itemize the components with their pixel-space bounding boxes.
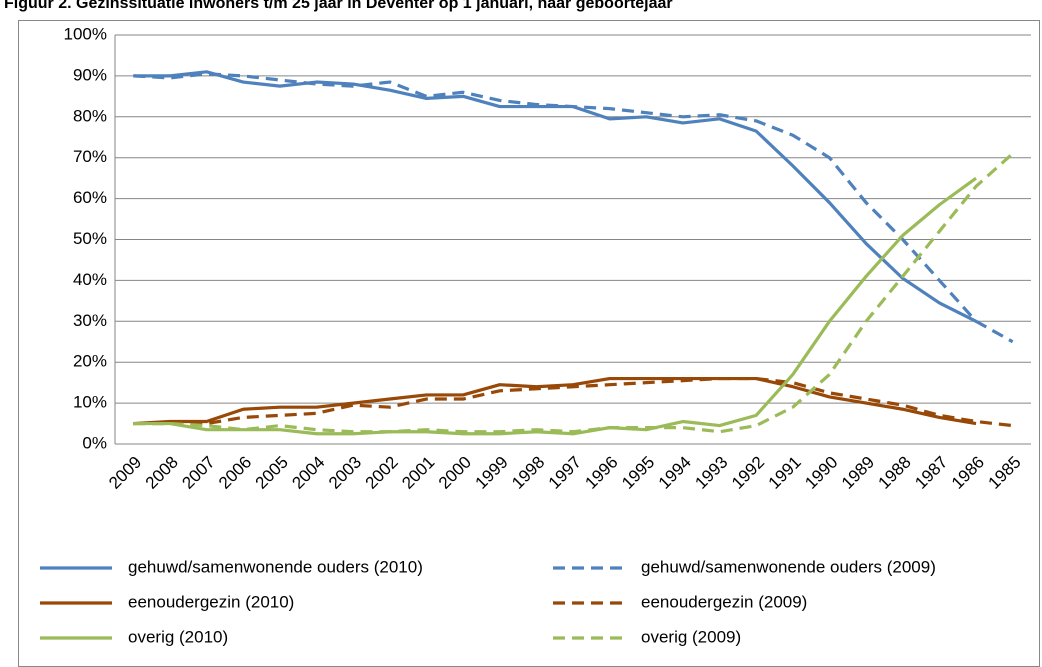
line-series — [133, 152, 1014, 434]
chart-frame — [18, 20, 1040, 667]
y-tick-label: 40% — [73, 270, 107, 289]
y-tick-label: 10% — [73, 393, 107, 412]
y-tick-label: 60% — [73, 188, 107, 207]
line-series — [133, 376, 1013, 428]
legend-label: gehuwd/samenwonende ouders (2010) — [128, 557, 423, 576]
line-series — [133, 176, 977, 436]
y-tick-label: 0% — [82, 433, 107, 452]
y-tick-label: 30% — [73, 311, 107, 330]
legend-label: eenoudergezin (2009) — [641, 592, 807, 611]
y-tick-label: 70% — [73, 147, 107, 166]
line-series — [133, 72, 1014, 344]
line-series — [133, 376, 977, 426]
y-tick-label: 20% — [73, 352, 107, 371]
y-tick-label: 90% — [73, 65, 107, 84]
legend-label: gehuwd/samenwonende ouders (2009) — [641, 557, 936, 576]
legend-label: eenoudergezin (2010) — [128, 592, 294, 611]
legend-label: overig (2010) — [128, 627, 228, 646]
y-tick-label: 80% — [73, 106, 107, 125]
chart-title: Figuur 2. Gezinssituatie inwoners t/m 25… — [4, 0, 673, 12]
y-tick-label: 50% — [73, 229, 107, 248]
legend-label: overig (2009) — [641, 627, 741, 646]
y-tick-label: 100% — [64, 24, 107, 43]
